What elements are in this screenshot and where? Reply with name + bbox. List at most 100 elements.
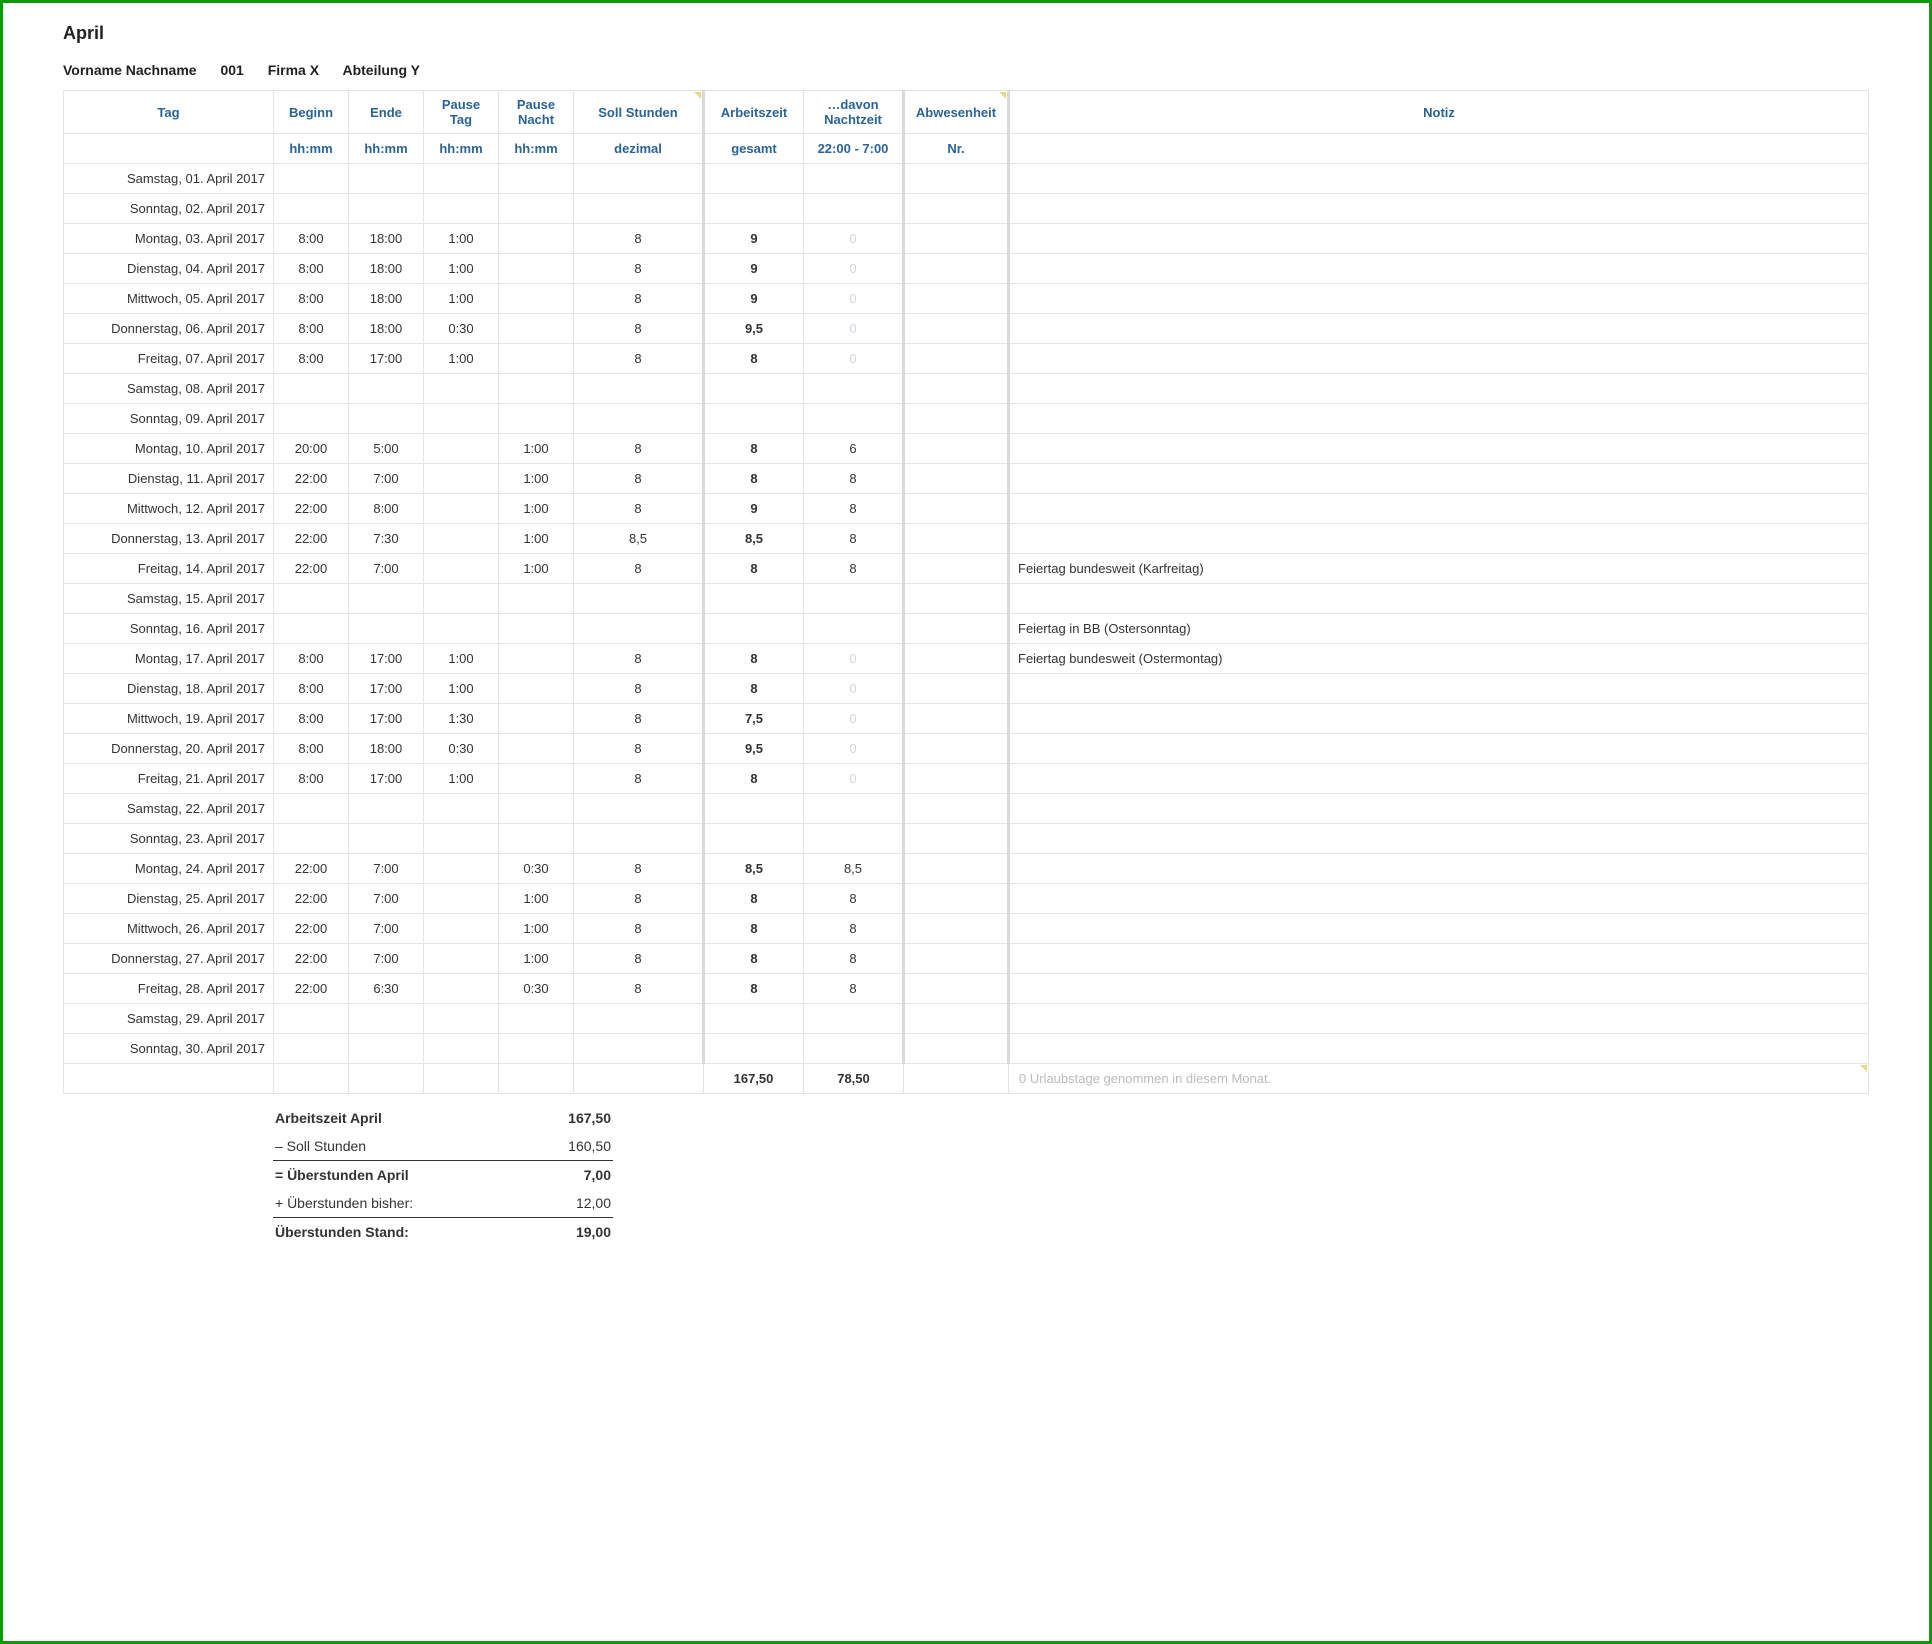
cell-time [424, 1034, 499, 1064]
cell-time: 1:00 [499, 494, 574, 524]
cell-work: 8 [704, 434, 804, 464]
summary-row: Arbeitszeit April 167,50 [273, 1104, 613, 1132]
cell-notiz [1009, 794, 1869, 824]
cell-time: 22:00 [274, 464, 349, 494]
cell-time [424, 854, 499, 884]
table-row: Sonntag, 16. April 2017Feiertag in BB (O… [64, 614, 1869, 644]
cell-nacht: 8 [804, 914, 904, 944]
cell-work [704, 824, 804, 854]
cell-nacht: 8 [804, 464, 904, 494]
cell-notiz [1009, 404, 1869, 434]
cell-notiz [1009, 674, 1869, 704]
page-title: April [63, 23, 1869, 44]
cell-abw [904, 284, 1009, 314]
cell-time: 8:00 [274, 344, 349, 374]
cell-nacht: 8 [804, 494, 904, 524]
cell-time [499, 584, 574, 614]
cell-time: 7:00 [349, 914, 424, 944]
cell-time: 22:00 [274, 944, 349, 974]
table-row: Freitag, 28. April 201722:006:300:30888 [64, 974, 1869, 1004]
cell-time: 20:00 [274, 434, 349, 464]
cell-time: 1:00 [424, 764, 499, 794]
cell-notiz [1009, 254, 1869, 284]
cell-work [704, 1004, 804, 1034]
sub-tag [64, 134, 274, 164]
cell-nacht [804, 794, 904, 824]
table-row: Samstag, 29. April 2017 [64, 1004, 1869, 1034]
summary-block: Arbeitszeit April 167,50 – Soll Stunden … [273, 1104, 613, 1246]
cell-day: Donnerstag, 27. April 2017 [64, 944, 274, 974]
cell-abw [904, 614, 1009, 644]
cell-time: 8:00 [274, 644, 349, 674]
summary-label: – Soll Stunden [275, 1138, 366, 1154]
cell-time: 22:00 [274, 854, 349, 884]
cell-day: Dienstag, 18. April 2017 [64, 674, 274, 704]
cell-work [704, 404, 804, 434]
summary-value: 19,00 [576, 1224, 611, 1240]
summary-row: – Soll Stunden 160,50 [273, 1132, 613, 1160]
cell-time: 18:00 [349, 734, 424, 764]
cell-work [704, 584, 804, 614]
total-nacht: 78,50 [804, 1064, 904, 1094]
cell-time: 6:30 [349, 974, 424, 1004]
cell-day: Samstag, 15. April 2017 [64, 584, 274, 614]
cell-work: 8 [704, 884, 804, 914]
cell-soll: 8 [574, 644, 704, 674]
cell-nacht: 8 [804, 884, 904, 914]
cell-time [499, 614, 574, 644]
table-row: Sonntag, 02. April 2017 [64, 194, 1869, 224]
cell-notiz: Feiertag in BB (Ostersonntag) [1009, 614, 1869, 644]
cell-notiz [1009, 854, 1869, 884]
cell-work [704, 794, 804, 824]
cell-time [499, 644, 574, 674]
table-row: Sonntag, 23. April 2017 [64, 824, 1869, 854]
cell-time [424, 914, 499, 944]
cell-day: Mittwoch, 26. April 2017 [64, 914, 274, 944]
cell-abw [904, 254, 1009, 284]
cell-abw [904, 194, 1009, 224]
cell-time [424, 944, 499, 974]
summary-value: 12,00 [576, 1195, 611, 1211]
cell-soll: 8 [574, 344, 704, 374]
cell-soll: 8 [574, 914, 704, 944]
cell-soll [574, 584, 704, 614]
table-row: Dienstag, 04. April 20178:0018:001:00890 [64, 254, 1869, 284]
sub-ptag: hh:mm [424, 134, 499, 164]
cell-time [424, 974, 499, 1004]
cell-notiz [1009, 284, 1869, 314]
cell-notiz [1009, 914, 1869, 944]
cell-nacht: 0 [804, 734, 904, 764]
cell-day: Sonntag, 09. April 2017 [64, 404, 274, 434]
cell-day: Samstag, 08. April 2017 [64, 374, 274, 404]
col-beginn: Beginn [274, 91, 349, 134]
cell-time [424, 554, 499, 584]
cell-soll [574, 164, 704, 194]
cell-time [499, 794, 574, 824]
cell-day: Donnerstag, 06. April 2017 [64, 314, 274, 344]
cell-notiz [1009, 314, 1869, 344]
cell-time: 17:00 [349, 704, 424, 734]
cell-soll [574, 824, 704, 854]
table-body: Samstag, 01. April 2017Sonntag, 02. Apri… [64, 164, 1869, 1064]
cell-day: Montag, 24. April 2017 [64, 854, 274, 884]
cell-day: Sonntag, 02. April 2017 [64, 194, 274, 224]
subheader-row: hh:mm hh:mm hh:mm hh:mm dezimal gesamt 2… [64, 134, 1869, 164]
cell-soll: 8 [574, 254, 704, 284]
summary-label: Überstunden Stand: [275, 1224, 409, 1240]
cell-work: 9,5 [704, 314, 804, 344]
cell-nacht [804, 1004, 904, 1034]
cell-soll: 8 [574, 974, 704, 1004]
cell-abw [904, 314, 1009, 344]
cell-time [424, 614, 499, 644]
cell-time [274, 1004, 349, 1034]
cell-nacht: 8 [804, 554, 904, 584]
cell-time [499, 224, 574, 254]
cell-abw [904, 434, 1009, 464]
cell-work: 8 [704, 944, 804, 974]
cell-time: 1:00 [424, 344, 499, 374]
cell-notiz [1009, 704, 1869, 734]
table-row: Samstag, 01. April 2017 [64, 164, 1869, 194]
cell-abw [904, 794, 1009, 824]
cell-nacht [804, 614, 904, 644]
totals-row: 167,50 78,50 0 Urlaubstage genommen in d… [64, 1064, 1869, 1094]
